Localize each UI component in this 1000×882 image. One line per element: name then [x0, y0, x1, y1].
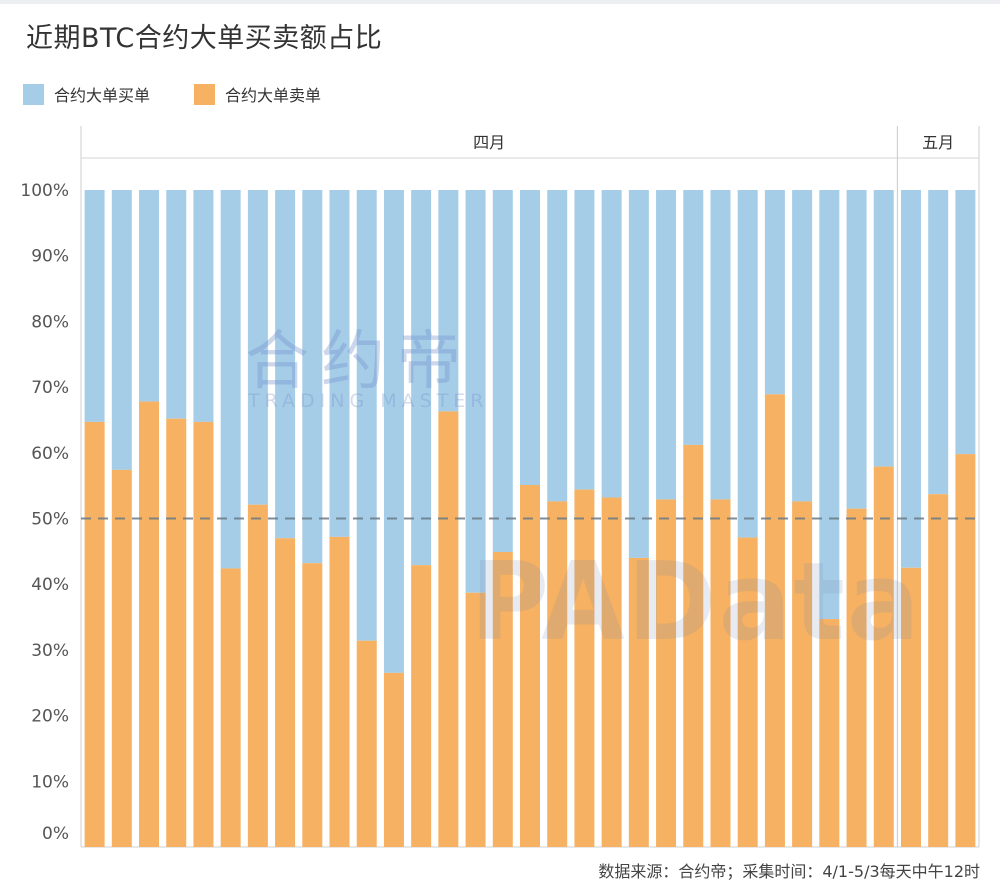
- bar-buy-4/24: [710, 190, 731, 500]
- bar-sell-4/6: [220, 568, 241, 847]
- bar-buy-4/19: [574, 190, 595, 490]
- bar-buy-4/3: [139, 190, 160, 402]
- bar-sell-4/21: [628, 557, 649, 847]
- bar-buy-4/1: [84, 190, 105, 422]
- bar-sell-4/5: [193, 421, 214, 847]
- bar-buy-4/5: [193, 190, 214, 422]
- y-tick-label: 80%: [31, 312, 69, 332]
- y-tick-label: 50%: [31, 510, 69, 530]
- bar-sell-4/2: [111, 469, 132, 847]
- bar-buy-4/28: [819, 190, 840, 620]
- bar-sell-5/3: [955, 454, 976, 847]
- bar-sell-4/3: [139, 401, 160, 847]
- y-tick-label: 20%: [31, 707, 69, 727]
- legend: 合约大单买单 合约大单卖单: [23, 82, 321, 106]
- bar-sell-4/23: [683, 444, 704, 847]
- bar-sell-4/28: [819, 619, 840, 847]
- bar-sell-4/14: [438, 411, 459, 847]
- y-tick-label: 40%: [31, 575, 69, 595]
- bar-buy-4/7: [247, 190, 268, 505]
- bar-buy-4/21: [628, 190, 649, 558]
- y-tick-label: 0%: [42, 824, 69, 844]
- legend-label-buy: 合约大单买单: [54, 86, 151, 105]
- bar-sell-4/8: [275, 538, 296, 847]
- bar-buy-4/11: [356, 190, 377, 641]
- bar-buy-4/6: [220, 190, 241, 569]
- bar-sell-4/16: [492, 552, 513, 847]
- bar-buy-4/29: [846, 190, 867, 509]
- y-tick-label: 30%: [31, 641, 69, 661]
- legend-swatch-sell: [194, 83, 216, 105]
- bar-buy-4/22: [656, 190, 677, 500]
- bar-buy-4/8: [275, 190, 296, 539]
- bar-buy-4/25: [737, 190, 758, 538]
- bar-buy-4/4: [166, 190, 187, 419]
- bar-sell-4/11: [356, 640, 377, 847]
- bar-sell-4/20: [601, 497, 622, 847]
- month-label: 五月: [922, 133, 954, 152]
- watermark-brand-en: TRADING MASTER: [248, 390, 489, 412]
- bar-buy-4/20: [601, 190, 622, 498]
- bar-sell-4/1: [84, 421, 105, 847]
- bar-buy-4/27: [792, 190, 813, 502]
- bar-sell-4/19: [574, 489, 595, 847]
- legend-label-sell: 合约大单卖单: [225, 86, 322, 105]
- bar-sell-4/27: [792, 501, 813, 847]
- bar-buy-4/17: [520, 190, 540, 485]
- bar-sell-4/22: [656, 499, 677, 847]
- bar-sell-4/17: [520, 484, 540, 847]
- bar-buy-4/2: [111, 190, 132, 470]
- bar-sell-4/7: [247, 504, 268, 847]
- bar-sell-5/2: [928, 494, 949, 847]
- watermark-padata: PAData: [470, 540, 922, 665]
- bar-buy-4/15: [465, 190, 486, 593]
- bar-sell-4/9: [302, 563, 323, 847]
- bar-buy-4/12: [383, 190, 404, 673]
- bar-sell-4/10: [329, 536, 350, 847]
- bar-sell-4/30: [873, 466, 894, 847]
- bar-sell-4/25: [737, 537, 758, 847]
- bar-buy-4/23: [683, 190, 704, 445]
- bar-buy-4/30: [873, 190, 894, 467]
- source-note: 数据来源：合约帝；采集时间：4/1-5/3每天中午12时: [598, 862, 980, 881]
- y-tick-label: 10%: [31, 772, 69, 792]
- y-tick-label: 100%: [20, 181, 69, 201]
- legend-swatch-buy: [23, 83, 44, 105]
- bar-sell-4/4: [166, 418, 187, 847]
- top-strip: [0, 0, 1000, 4]
- bar-buy-5/2: [928, 190, 949, 495]
- bar-buy-5/3: [955, 190, 976, 455]
- bar-buy-4/14: [438, 190, 459, 412]
- bar-sell-5/1: [900, 567, 921, 847]
- bar-buy-4/13: [411, 190, 432, 566]
- bar-sell-4/24: [710, 499, 731, 847]
- bar-buy-4/18: [547, 190, 568, 502]
- bar-sell-4/26: [764, 394, 785, 847]
- month-label: 四月: [473, 133, 505, 152]
- bar-buy-4/26: [764, 190, 785, 395]
- watermark-brand-cn: 合约帝: [245, 325, 473, 399]
- y-tick-label: 90%: [31, 247, 69, 267]
- chart-title: 近期BTC合约大单买卖额占比: [26, 23, 383, 54]
- legend-item-sell: 合约大单卖单: [194, 82, 321, 106]
- bar-buy-4/16: [492, 190, 513, 553]
- bar-sell-4/18: [547, 501, 568, 847]
- bar-buy-5/1: [900, 190, 921, 568]
- bar-sell-4/12: [383, 672, 404, 847]
- legend-item-buy: 合约大单买单: [23, 82, 150, 106]
- y-tick-label: 70%: [31, 378, 69, 398]
- bar-sell-4/29: [846, 508, 867, 847]
- bar-sell-4/15: [465, 592, 486, 847]
- bar-buy-4/10: [329, 190, 350, 537]
- y-tick-label: 60%: [31, 444, 69, 464]
- bar-buy-4/9: [302, 190, 323, 564]
- bar-sell-4/13: [411, 565, 432, 847]
